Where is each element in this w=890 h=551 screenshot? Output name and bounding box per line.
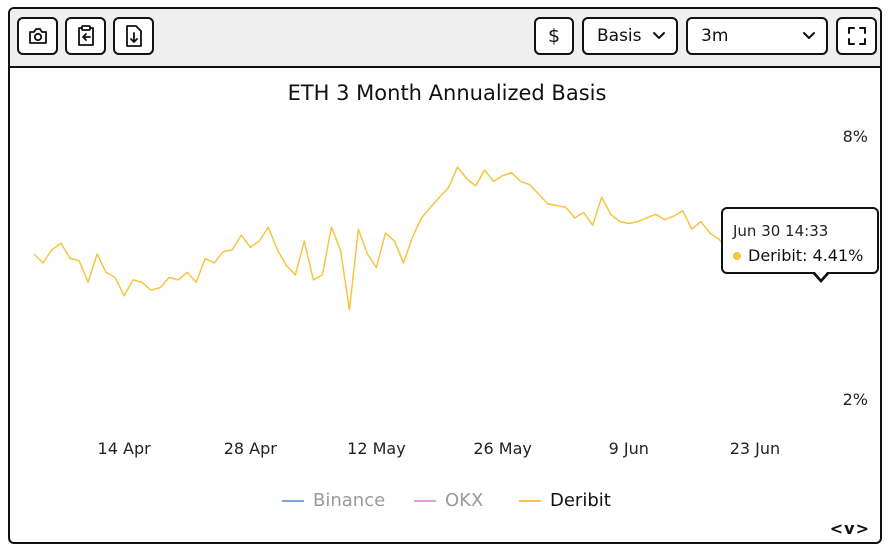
currency-label: $	[547, 25, 561, 47]
x-tick-label: 23 Jun	[730, 439, 780, 458]
x-tick-label: 12 May	[347, 439, 406, 458]
legend-label-deribit: Deribit	[550, 490, 611, 511]
tenor-select[interactable]: 3m	[686, 17, 828, 55]
x-tick-label: 28 Apr	[224, 439, 278, 458]
chart-nav-toggle[interactable]: <v>	[829, 519, 870, 538]
camera-icon	[28, 28, 47, 44]
legend-swatch-okx	[414, 499, 436, 502]
legend-item-deribit[interactable]: Deribit	[519, 490, 611, 511]
tooltip-date: Jun 30 14:33	[733, 222, 829, 240]
chart-title: ETH 3 Month Annualized Basis	[287, 81, 607, 105]
fullscreen-icon	[847, 27, 866, 45]
legend-label-binance: Binance	[313, 490, 386, 511]
tooltip-row: Deribit: 4.41%	[733, 246, 863, 265]
copy-button[interactable]	[65, 17, 106, 55]
y-tick-label: 2%	[843, 390, 868, 409]
chevron-down-icon	[653, 32, 665, 39]
legend-item-okx[interactable]: OKX	[414, 490, 483, 511]
x-tick-label: 9 Jun	[609, 439, 649, 458]
currency-button[interactable]: $	[534, 17, 574, 55]
download-file-icon	[125, 25, 142, 47]
screenshot-button[interactable]	[17, 17, 58, 55]
legend-swatch-binance	[282, 499, 304, 502]
download-button[interactable]	[113, 17, 154, 55]
chevron-down-icon	[803, 32, 815, 39]
metric-select[interactable]: Basis	[582, 17, 678, 55]
tenor-select-value: 3m	[701, 26, 729, 46]
y-tick-label: 8%	[843, 127, 868, 146]
x-tick-label: 14 Apr	[98, 439, 152, 458]
tooltip-series-dot	[733, 251, 741, 260]
series-line-deribit[interactable]	[33, 166, 819, 311]
legend-swatch-deribit	[519, 499, 541, 502]
fullscreen-button[interactable]	[836, 17, 877, 55]
x-tick-label: 26 May	[473, 439, 532, 458]
chart-toolbar: $ Basis 3m	[10, 9, 880, 68]
tooltip-pointer-fill	[814, 271, 828, 279]
tooltip-text: Deribit: 4.41%	[748, 246, 864, 265]
clipboard-copy-icon	[77, 25, 94, 46]
chart-legend: Binance OKX Deribit	[10, 490, 880, 514]
chart-tooltip: Jun 30 14:33 Deribit: 4.41%	[721, 207, 879, 274]
legend-item-binance[interactable]: Binance	[282, 490, 385, 511]
metric-select-value: Basis	[597, 26, 642, 46]
legend-label-okx: OKX	[445, 490, 484, 511]
chart-card: $ Basis 3m ETH 3 Month Annualized Basis …	[8, 7, 882, 544]
